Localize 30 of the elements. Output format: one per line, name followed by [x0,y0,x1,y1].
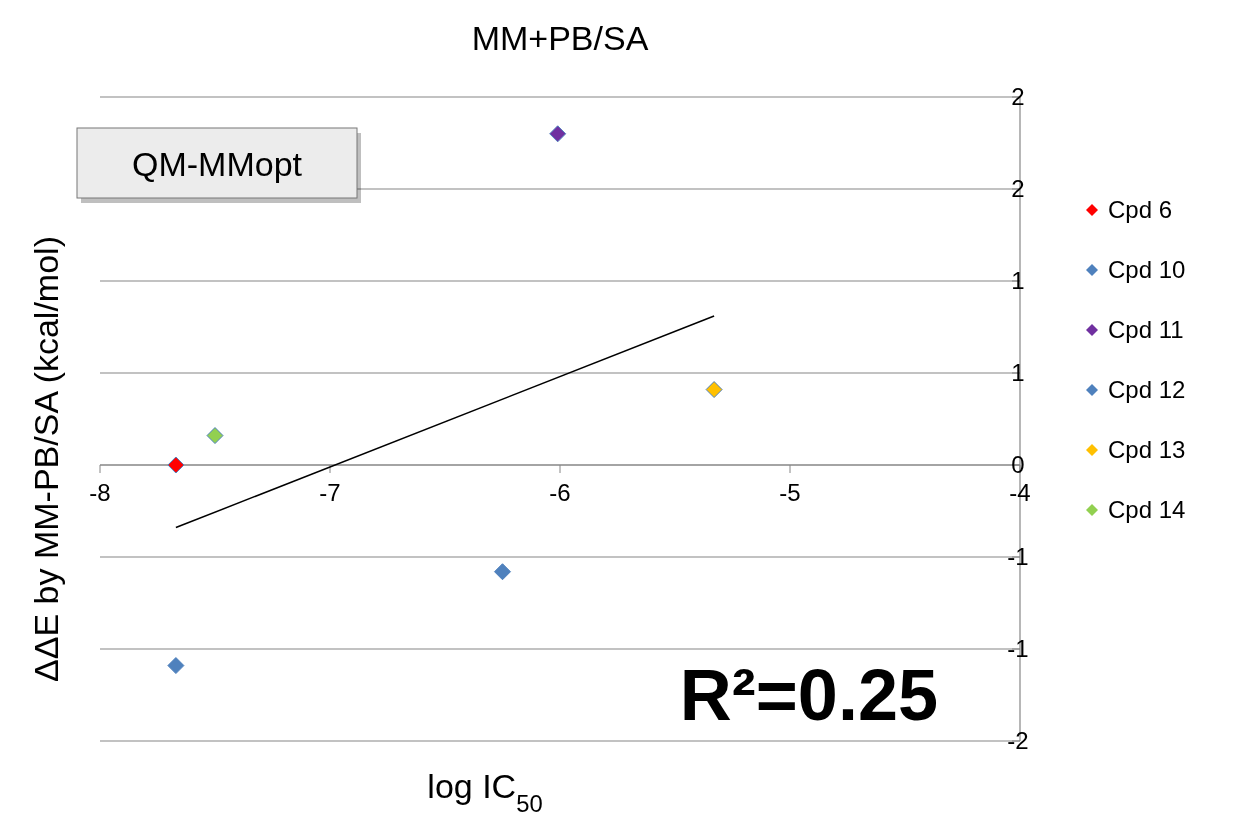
x-tick-label: -5 [779,479,801,506]
legend-label: Cpd 14 [1108,496,1186,523]
chart-title: MM+PB/SA [471,19,649,57]
annotation: R²=0.25 [679,655,938,735]
y-tick-label: 1 [1011,267,1025,294]
legend-label: Cpd 12 [1108,376,1186,403]
point [549,125,567,143]
legend-label: Cpd 11 [1108,316,1184,343]
legend-label: Cpd 6 [1108,196,1173,223]
y-tick-label: -1 [1007,635,1029,662]
x-tick-label: -4 [1009,479,1031,506]
y-tick-label: 2 [1011,83,1025,110]
x-tick-label: -8 [89,479,111,506]
x-tick-label: -7 [319,479,341,506]
point [167,456,185,474]
x-axis-title: log IC$_{50}$ [427,767,543,817]
y-tick-label: -1 [1007,543,1029,570]
y-tick-label: 2 [1011,175,1025,202]
y-tick-label: -2 [1007,727,1029,754]
y-axis-title: ΔΔE by MM-PB/SA (kcal/mol) [27,236,65,682]
annotation: QM-MMopt [132,145,303,183]
point [494,563,511,581]
x-tick-label: -6 [549,479,571,506]
legend-label: Cpd 10 [1108,256,1186,283]
point [206,427,224,445]
y-tick-label: 0 [1011,451,1025,478]
legend-label: Cpd 13 [1108,436,1186,463]
y-tick-label: 1 [1011,359,1025,386]
point [705,381,723,399]
point [167,657,185,675]
